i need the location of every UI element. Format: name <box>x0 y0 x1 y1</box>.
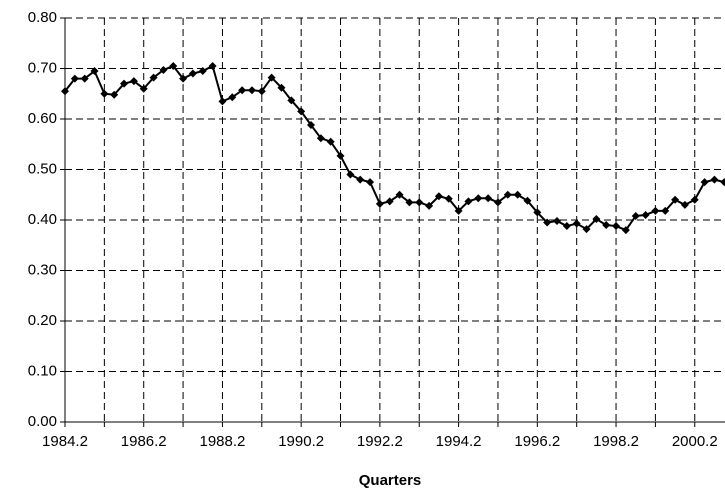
marker <box>493 198 502 207</box>
y-tick-label: 0.20 <box>28 312 57 329</box>
marker <box>484 194 493 203</box>
marker <box>562 222 571 231</box>
marker <box>198 67 207 76</box>
x-tick-label: 1990.2 <box>278 433 324 450</box>
marker <box>316 134 325 143</box>
marker <box>297 107 306 116</box>
marker <box>661 206 670 215</box>
marker <box>602 221 611 230</box>
marker <box>474 194 483 203</box>
y-tick-label: 0.00 <box>28 413 57 430</box>
y-tick-label: 0.10 <box>28 362 57 379</box>
y-tick-label: 0.80 <box>28 9 57 26</box>
y-tick-label: 0.70 <box>28 59 57 76</box>
marker <box>80 74 89 83</box>
marker <box>671 195 680 204</box>
marker <box>464 197 473 206</box>
marker <box>592 214 601 223</box>
marker <box>307 121 315 130</box>
marker <box>120 79 129 88</box>
marker <box>346 170 355 179</box>
marker <box>621 226 630 235</box>
line <box>64 64 725 232</box>
marker <box>543 218 552 227</box>
y-tick-label: 0.50 <box>28 160 57 177</box>
marker <box>238 86 247 95</box>
x-tick-label: 1988.2 <box>199 433 245 450</box>
x-tick-label: 1986.2 <box>121 433 167 450</box>
marker <box>385 197 394 206</box>
marker <box>169 61 178 70</box>
marker <box>90 67 99 76</box>
marker <box>690 195 699 204</box>
x-tick-label: 1992.2 <box>357 433 403 450</box>
y-tick-label: 0.40 <box>28 211 57 228</box>
marker <box>277 83 286 92</box>
marker <box>395 190 404 199</box>
marker <box>513 190 522 199</box>
x-tick-label: 1994.2 <box>436 433 482 450</box>
marker <box>523 196 532 205</box>
marker <box>680 200 689 209</box>
marker <box>553 217 561 226</box>
marker <box>228 93 237 102</box>
marker <box>700 178 709 187</box>
marker <box>405 198 414 207</box>
marker <box>503 190 512 199</box>
marker <box>375 199 384 208</box>
marker <box>188 69 197 78</box>
marker <box>257 87 266 96</box>
marker <box>720 178 725 187</box>
marker <box>631 211 640 220</box>
marker <box>218 97 227 106</box>
y-tick-label: 0.30 <box>28 261 57 278</box>
x-tick-label: 2000.2 <box>672 433 718 450</box>
marker <box>651 206 660 215</box>
marker <box>208 61 217 70</box>
marker <box>336 151 345 160</box>
x-tick-label: 1998.2 <box>593 433 639 450</box>
marker <box>129 77 138 86</box>
marker <box>326 137 335 146</box>
marker <box>110 90 119 99</box>
marker <box>454 206 463 215</box>
marker <box>179 74 188 83</box>
marker <box>641 210 650 219</box>
y-tick-label: 0.60 <box>28 110 57 127</box>
marker <box>61 87 69 96</box>
marker <box>149 73 158 82</box>
x-axis-title: Quarters <box>359 472 422 489</box>
marker <box>415 198 424 207</box>
marker <box>444 194 453 203</box>
x-tick-label: 1996.2 <box>514 433 560 450</box>
marker <box>267 73 276 82</box>
marker <box>139 84 148 93</box>
marker <box>287 96 296 105</box>
x-tick-label: 1984.2 <box>42 433 88 450</box>
marker <box>612 222 621 231</box>
marker <box>572 219 581 228</box>
marker <box>533 208 542 217</box>
marker <box>425 201 434 210</box>
marker <box>356 175 365 184</box>
marker <box>366 178 375 187</box>
marker <box>582 225 591 234</box>
marker <box>434 192 443 201</box>
marker <box>159 66 168 75</box>
marker <box>247 86 256 95</box>
marker <box>70 74 79 83</box>
marker <box>710 175 719 184</box>
marker <box>100 89 109 98</box>
